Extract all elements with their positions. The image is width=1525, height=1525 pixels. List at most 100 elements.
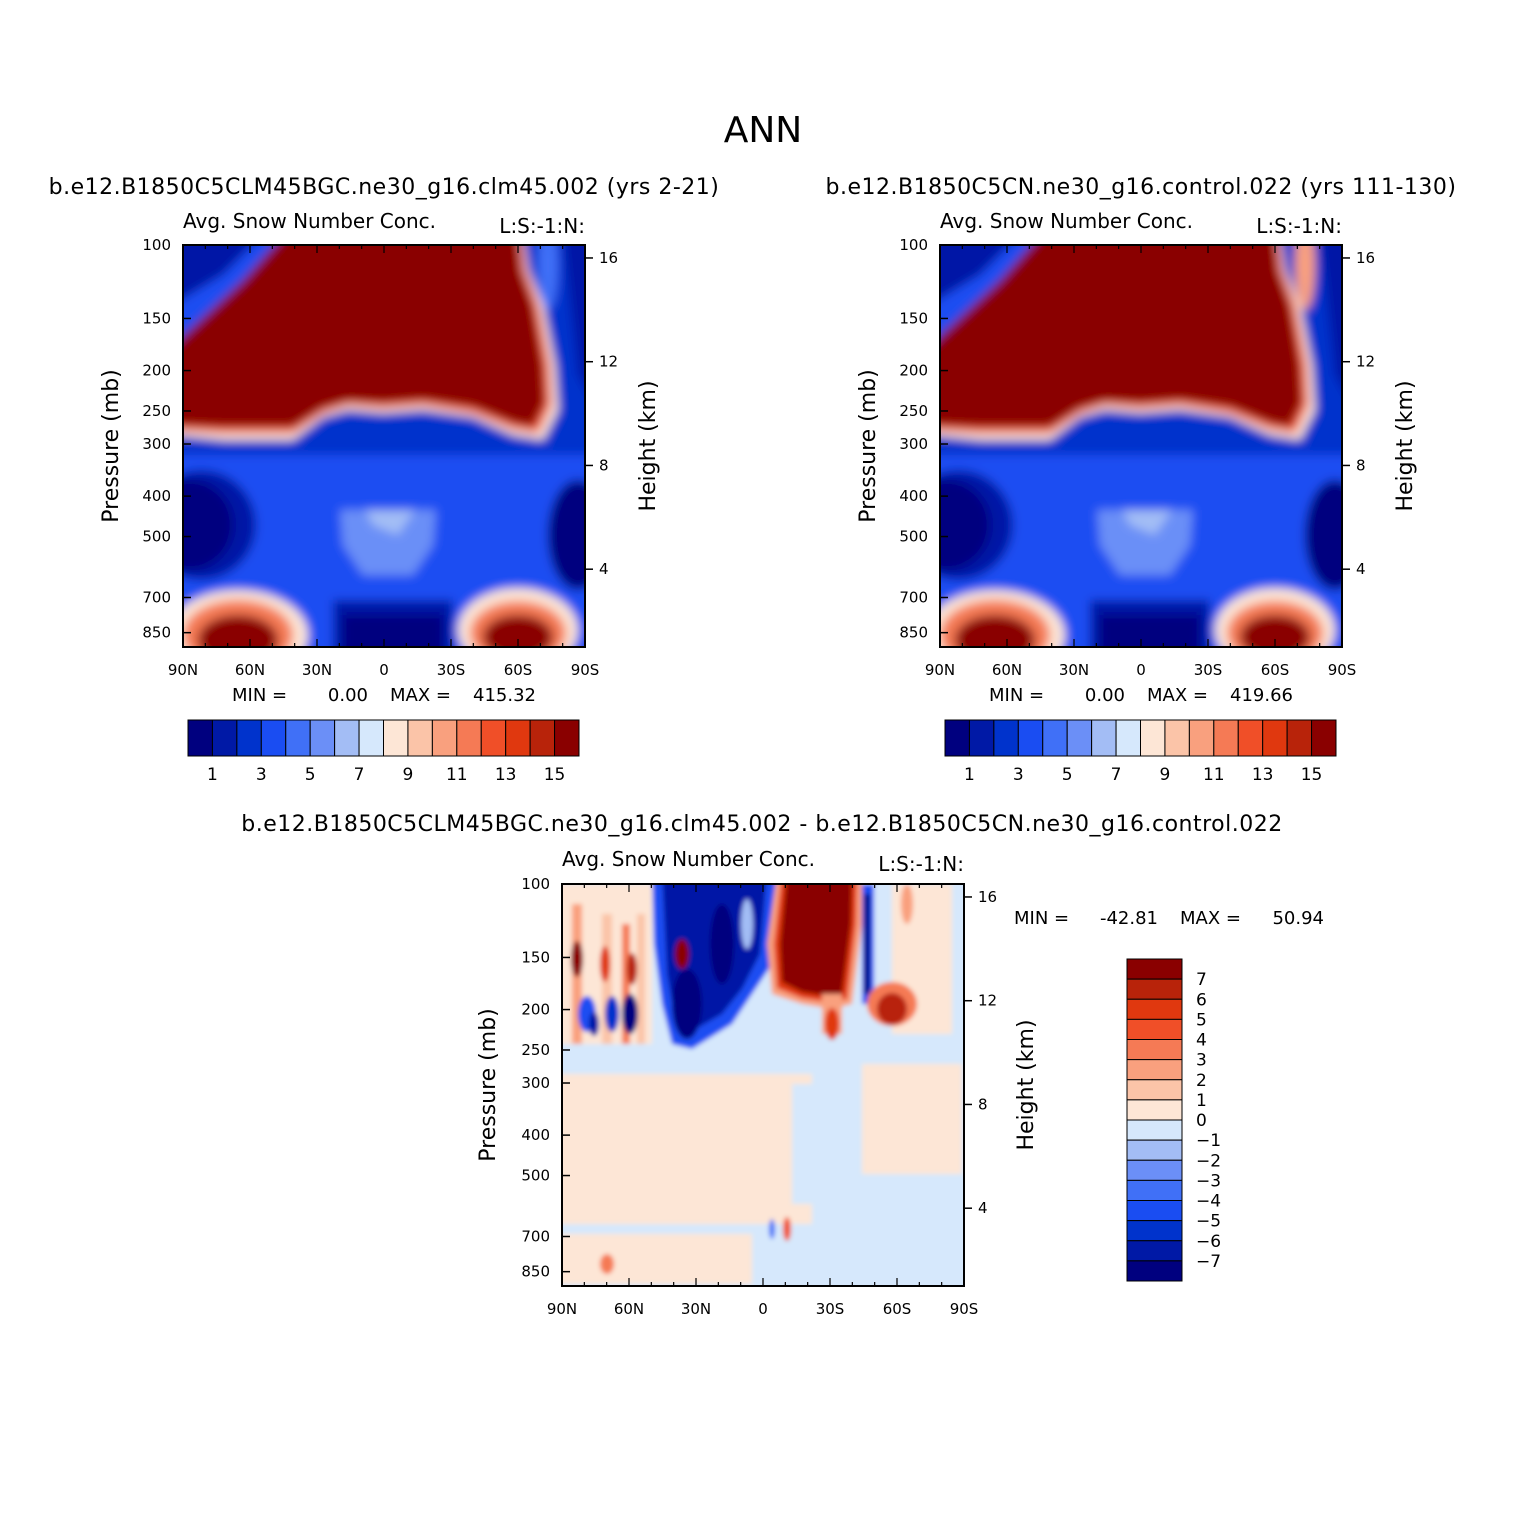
x-tick-label: 60S [1261, 661, 1290, 679]
y-right-tick-label: 8 [978, 1095, 988, 1113]
colorbar-label: 4 [1196, 1031, 1207, 1051]
colorbar-swatch [1126, 1099, 1183, 1121]
contour-region [1100, 615, 1200, 647]
min-label: MIN = [232, 685, 287, 706]
colorbar-swatch [1213, 719, 1239, 757]
colorbar-swatch [1126, 1139, 1183, 1161]
contour-region [605, 996, 619, 1032]
x-axis: 90N 60N 30N 0 30S 60S 90S [547, 884, 978, 1318]
x-tick-label: 30N [681, 1300, 711, 1318]
colorbar-swatch [334, 719, 360, 757]
contour-region [627, 953, 637, 985]
contour-region [783, 1217, 791, 1241]
y-right-tick-label: 8 [599, 456, 609, 474]
y-right-tick-label: 16 [978, 888, 997, 906]
y-tick-label: 850 [521, 1263, 550, 1281]
panel-case-title: b.e12.B1850C5CLM45BGC.ne30_g16.clm45.002… [241, 812, 1283, 837]
panel-case-title: b.e12.B1850C5CLM45BGC.ne30_g16.clm45.002… [49, 175, 720, 200]
colorbar-label: 13 [1252, 765, 1274, 785]
y-axis-left: 100 150 200 250 300 400 500 700 850 [142, 236, 191, 642]
colorbar-swatch [1042, 719, 1068, 757]
colorbar-swatch [1126, 1200, 1183, 1222]
contour-region [862, 1064, 962, 1174]
colorbar-swatch [1017, 719, 1044, 757]
colorbar-swatch [187, 719, 213, 757]
y-tick-label: 200 [521, 1001, 550, 1019]
max-value: 50.94 [1272, 908, 1324, 929]
contour-region [780, 884, 852, 996]
y-tick-label: 700 [142, 588, 171, 606]
contour-region [1321, 245, 1342, 388]
y-tick-label: 500 [142, 528, 171, 546]
y-tick-label: 100 [142, 236, 171, 254]
colorbar-swatch [1237, 719, 1264, 757]
y-tick-label: 400 [521, 1126, 550, 1144]
colorbar-swatch [1286, 719, 1313, 757]
y-right-tick-label: 16 [599, 249, 618, 267]
contour-region [600, 946, 610, 982]
x-tick-label: 60S [504, 661, 533, 679]
colorbar-swatch [1188, 719, 1215, 757]
max-label: MAX = [1147, 685, 1208, 706]
x-tick-label: 60N [992, 661, 1022, 679]
colorbar-swatch [1164, 719, 1190, 757]
contour-region [564, 245, 585, 388]
colorbar-swatch [285, 719, 311, 757]
colorbar-label: 1 [1196, 1091, 1207, 1111]
x-tick-label: 0 [758, 1300, 768, 1318]
colorbar-swatch [1126, 1220, 1183, 1242]
panel-variable-title: Avg. Snow Number Conc. [183, 209, 436, 233]
colorbar-swatch [211, 719, 238, 757]
colorbar-swatch [1126, 1079, 1183, 1101]
colorbar-swatch [236, 719, 262, 757]
x-tick-label: 30S [816, 1300, 845, 1318]
contour-region [940, 245, 1302, 427]
colorbar-label: 3 [1013, 765, 1024, 785]
y-tick-label: 850 [142, 624, 171, 642]
contour-region [940, 245, 1010, 299]
panel-case-title: b.e12.B1850C5CN.ne30_g16.control.022 (yr… [826, 175, 1457, 200]
x-tick-label: 0 [1136, 661, 1146, 679]
y-right-tick-label: 12 [599, 353, 618, 371]
contour-region [637, 914, 645, 1044]
colorbar-swatch [1126, 1039, 1183, 1061]
panel-level-label: L:S:-1:N: [1256, 214, 1342, 238]
contour-region [710, 904, 734, 984]
colorbar-swatch [1126, 1179, 1183, 1201]
colorbar-swatch [1091, 719, 1117, 757]
colorbar-swatch [968, 719, 995, 757]
panel-control-case-2: b.e12.B1850C5CN.ne30_g16.control.022 (yr… [826, 175, 1457, 785]
colorbar-swatch [407, 719, 433, 757]
contour-region [1295, 245, 1315, 310]
contour-region [1305, 480, 1342, 590]
main-title: ANN [724, 110, 803, 151]
x-tick-label: 60S [883, 1300, 912, 1318]
colorbar-label: 3 [256, 765, 267, 785]
colorbar-label: −2 [1196, 1151, 1221, 1171]
colorbar-swatch [1126, 958, 1183, 980]
colorbar-label: −3 [1196, 1171, 1221, 1191]
x-tick-label: 0 [379, 661, 389, 679]
contour-region [955, 615, 1035, 647]
contour-region [343, 615, 443, 647]
colorbar-swatch [309, 719, 336, 757]
x-tick-label: 90N [547, 1300, 577, 1318]
contour-region [183, 245, 545, 427]
colorbar-label: 15 [1301, 765, 1323, 785]
contour-region [600, 1254, 614, 1274]
colorbar-swatch [505, 719, 531, 757]
colorbar-label: 7 [354, 765, 365, 785]
colorbar-swatch [1126, 978, 1183, 1000]
x-tick-label: 30S [1194, 661, 1223, 679]
x-axis: 90N 60N 30N 0 30S 60S 90S [925, 245, 1356, 679]
colorbar-label: −4 [1196, 1192, 1221, 1212]
y-tick-label: 400 [899, 487, 928, 505]
y-tick-label: 500 [899, 528, 928, 546]
y-right-tick-label: 4 [599, 560, 609, 578]
x-tick-label: 30N [1059, 661, 1089, 679]
y-tick-label: 100 [899, 236, 928, 254]
y-axis-title-right: Height (km) [636, 380, 661, 511]
min-value: -42.81 [1100, 908, 1158, 929]
y-axis-title-right: Height (km) [1014, 1019, 1039, 1150]
